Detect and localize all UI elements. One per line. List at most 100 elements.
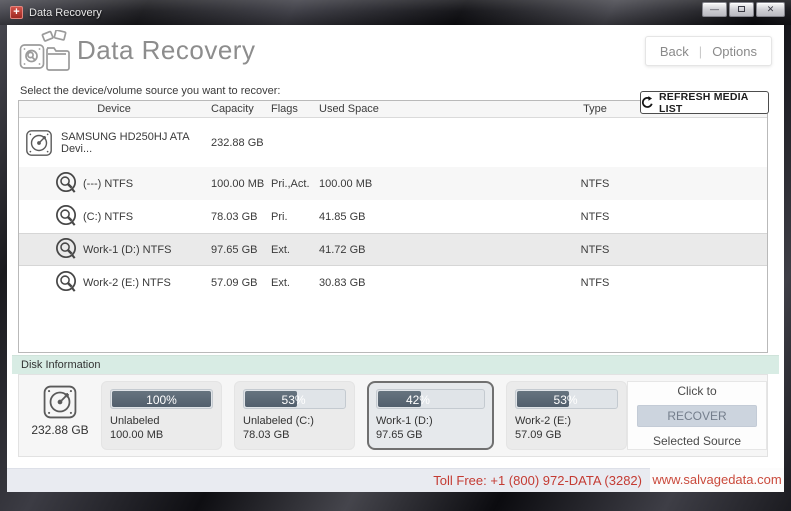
column-header-type: Type — [583, 103, 607, 115]
device-name: (---) NTFS — [83, 177, 134, 190]
minimize-button[interactable]: — — [702, 2, 727, 17]
used-space-cell: 41.85 GB — [319, 210, 366, 223]
table-row[interactable]: Work-1 (D:) NTFS 97.65 GB Ext. 41.72 GB NTFS — [19, 233, 767, 266]
usage-percent-label: 53% — [553, 393, 578, 407]
column-header-capacity: Capacity — [211, 103, 254, 115]
app-header: Data Recovery Back | Options — [7, 25, 784, 77]
hard-drive-icon — [24, 128, 54, 158]
footer-bar: Toll Free: +1 (800) 972-DATA (3282) www.… — [7, 468, 784, 492]
table-row[interactable]: Work-2 (E:) NTFS 57.09 GB Ext. 30.83 GB NTFS — [19, 266, 767, 299]
device-cell: (C:) NTFS — [19, 204, 209, 229]
type-cell: NTFS — [580, 177, 610, 190]
usage-percent-label: 42% — [405, 393, 430, 407]
column-header-device: Device — [97, 103, 131, 115]
volume-card[interactable]: 42% Work-1 (D:) 97.65 GB — [367, 381, 494, 450]
table-row[interactable]: (C:) NTFS 78.03 GB Pri. 41.85 GB NTFS — [19, 200, 767, 233]
refresh-media-list-button[interactable]: REFRESH MEDIA LIST — [640, 90, 769, 115]
flags-cell: Pri.,Act. — [271, 177, 310, 190]
volume-size: 57.09 GB — [515, 429, 562, 441]
device-name: Work-1 (D:) NTFS — [83, 243, 172, 256]
window-title: Data Recovery — [29, 6, 102, 19]
volume-magnifier-icon — [54, 270, 79, 295]
usage-bar-fill — [378, 391, 421, 407]
capacity-cell: 232.88 GB — [211, 136, 264, 149]
table-header-row: Device Capacity Flags Used Space Type — [19, 101, 767, 118]
volume-cards: 100% Unlabeled 100.00 MB 53% Unlabeled (C:) 7… — [101, 381, 627, 450]
disk-summary: 232.88 GB — [27, 381, 93, 450]
recover-section: Click to RECOVER Selected Source — [627, 381, 767, 450]
used-space-cell: 30.83 GB — [319, 276, 366, 289]
refresh-icon — [641, 96, 654, 109]
volume-label: Work-1 (D:) — [376, 415, 433, 427]
volume-magnifier-icon — [54, 171, 79, 196]
disk-capacity: 232.88 GB — [31, 423, 89, 437]
used-space-cell: 100.00 MB — [319, 177, 373, 190]
flags-cell: Ext. — [271, 243, 290, 256]
capacity-cell: 100.00 MB — [211, 177, 265, 190]
usage-bar: 53% — [243, 389, 346, 409]
volume-card[interactable]: 100% Unlabeled 100.00 MB — [101, 381, 222, 450]
used-space-cell: 41.72 GB — [319, 243, 366, 256]
hard-drive-icon — [41, 383, 79, 421]
volume-size: 97.65 GB — [376, 429, 423, 441]
device-cell: Work-1 (D:) NTFS — [19, 237, 209, 262]
usage-percent-label: 100% — [146, 393, 177, 407]
type-cell: NTFS — [580, 243, 610, 256]
usage-bar-fill — [517, 391, 569, 407]
volume-label: Work-2 (E:) — [515, 415, 572, 427]
volume-size: 100.00 MB — [110, 429, 164, 441]
usage-bar-fill — [112, 391, 211, 407]
maximize-button[interactable] — [729, 2, 754, 17]
volume-card[interactable]: 53% Work-2 (E:) 57.09 GB — [506, 381, 627, 450]
usage-percent-label: 53% — [281, 393, 306, 407]
device-cell: (---) NTFS — [19, 171, 209, 196]
toll-free-text: Toll Free: +1 (800) 972-DATA (3282) — [7, 468, 650, 492]
device-table: Device Capacity Flags Used Space Type SA… — [18, 100, 768, 353]
table-row[interactable]: (---) NTFS 100.00 MB Pri.,Act. 100.00 MB NTF… — [19, 167, 767, 200]
disk-information-header: Disk Information — [12, 355, 779, 374]
device-name: SAMSUNG HD250HJ ATA Devi... — [61, 130, 189, 155]
usage-bar-fill — [245, 391, 297, 407]
back-options-panel: Back | Options — [644, 36, 772, 66]
data-recovery-logo-icon — [19, 30, 73, 74]
capacity-cell: 57.09 GB — [211, 276, 258, 289]
column-header-flags: Flags — [271, 103, 298, 115]
capacity-cell: 97.65 GB — [211, 243, 258, 256]
device-cell: SAMSUNG HD250HJ ATA Devi... — [19, 128, 209, 158]
volume-label: Unlabeled — [110, 415, 160, 427]
source-select-label: Select the device/volume source you want… — [20, 85, 281, 97]
device-name: Work-2 (E:) NTFS — [83, 276, 171, 289]
usage-bar: 42% — [376, 389, 485, 409]
table-row[interactable]: SAMSUNG HD250HJ ATA Devi... 232.88 GB — [19, 118, 767, 167]
close-button[interactable]: ✕ — [756, 2, 785, 17]
title-bar[interactable]: + Data Recovery — ✕ — [0, 0, 791, 25]
column-header-used-space: Used Space — [319, 103, 379, 115]
volume-label: Unlabeled (C:) — [243, 415, 314, 427]
website-link[interactable]: www.salvagedata.com — [650, 468, 784, 492]
app-cross-icon: + — [10, 6, 23, 19]
recover-button[interactable]: RECOVER — [637, 404, 757, 427]
divider: | — [698, 43, 703, 59]
refresh-button-label: REFRESH MEDIA LIST — [659, 90, 749, 115]
volume-card[interactable]: 53% Unlabeled (C:) 78.03 GB — [234, 381, 355, 450]
volume-magnifier-icon — [54, 204, 79, 229]
flags-cell: Pri. — [271, 210, 288, 223]
client-area: Data Recovery Back | Options Select the … — [7, 25, 784, 492]
restore-icon — [738, 6, 745, 12]
device-name: (C:) NTFS — [83, 210, 134, 223]
page-title: Data Recovery — [77, 35, 256, 65]
capacity-cell: 78.03 GB — [211, 210, 258, 223]
back-button[interactable]: Back — [659, 43, 689, 59]
type-cell: NTFS — [580, 276, 610, 289]
disk-information-panel: 232.88 GB 100% Unlabeled 100.00 MB 53% Unlab… — [18, 374, 768, 457]
options-button[interactable]: Options — [712, 43, 757, 59]
selected-source-label: Selected Source — [652, 433, 742, 448]
type-cell: NTFS — [580, 210, 610, 223]
usage-bar: 53% — [515, 389, 618, 409]
click-to-label: Click to — [677, 383, 717, 398]
flags-cell: Ext. — [271, 276, 290, 289]
usage-bar: 100% — [110, 389, 213, 409]
volume-size: 78.03 GB — [243, 429, 290, 441]
volume-magnifier-icon — [54, 237, 79, 262]
